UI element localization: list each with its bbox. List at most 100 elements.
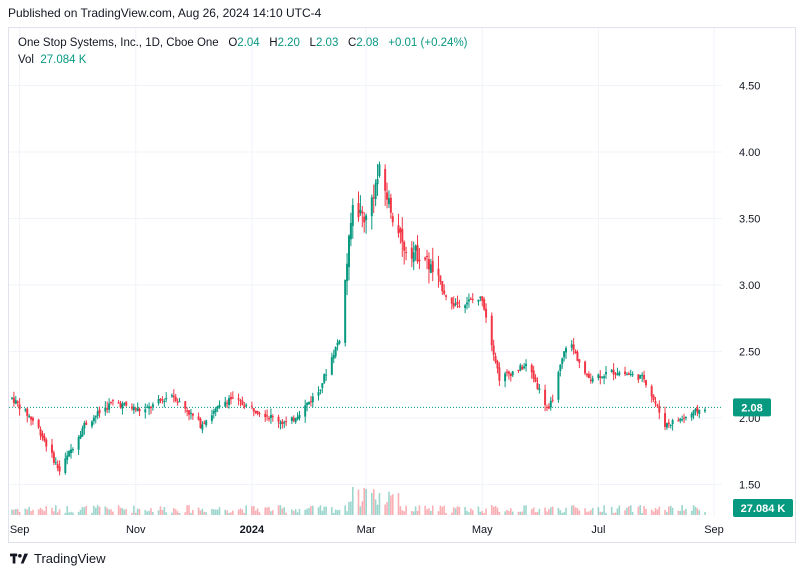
- candle-body: [387, 198, 390, 205]
- volume-bar: [325, 506, 327, 515]
- volume-bar: [226, 510, 228, 515]
- candle-body: [269, 414, 272, 418]
- candle-body: [386, 192, 389, 200]
- candle-body: [14, 400, 17, 404]
- volume-bar: [391, 494, 394, 515]
- candle-body: [279, 422, 282, 424]
- volume-tag-bg: [733, 499, 793, 517]
- close-value: 2.08: [356, 37, 379, 49]
- candle-body: [679, 418, 682, 421]
- volume-bar: [399, 506, 402, 515]
- candle-body: [431, 260, 434, 273]
- volume-bar: [668, 506, 670, 515]
- volume-bar: [45, 506, 48, 515]
- candle-body: [243, 405, 246, 408]
- volume-bar: [245, 505, 247, 515]
- volume-bar: [371, 493, 373, 515]
- volume-bar: [256, 508, 259, 515]
- volume-bar: [338, 509, 341, 515]
- volume-bar: [424, 505, 426, 515]
- volume-bar: [258, 512, 261, 515]
- candle-body: [519, 365, 522, 371]
- volume-bar: [426, 509, 428, 515]
- candle-body: [136, 408, 139, 412]
- volume-bar: [618, 505, 621, 515]
- candle-body: [492, 345, 495, 355]
- volume-bar: [538, 508, 541, 515]
- candle-body: [494, 356, 497, 363]
- candle-body: [378, 164, 381, 176]
- candle-body: [441, 281, 444, 292]
- candle-body: [31, 417, 34, 421]
- vol-label: Vol: [18, 54, 34, 66]
- volume-bar: [211, 508, 213, 515]
- candle-body: [281, 421, 284, 424]
- candle-body: [311, 396, 314, 403]
- candle-body: [111, 400, 114, 402]
- candle-body: [351, 205, 354, 226]
- x-tick-label: Nov: [126, 524, 146, 536]
- candle-body: [591, 378, 594, 382]
- candle-body: [308, 401, 310, 404]
- candle-body: [654, 401, 657, 404]
- volume-bar: [321, 510, 324, 515]
- volume-bar: [603, 505, 605, 515]
- volume-bar: [584, 508, 586, 515]
- tradingview-logo-icon: [10, 553, 28, 563]
- volume-bar: [24, 508, 27, 515]
- symbol-title[interactable]: One Stop Systems, Inc., 1D, Cboe One: [18, 37, 219, 49]
- candle-body: [547, 406, 550, 409]
- candle-body: [50, 444, 53, 453]
- volume-bar: [452, 507, 455, 515]
- volume-bar: [83, 507, 86, 515]
- volume-bar: [332, 512, 335, 515]
- volume-bar: [357, 489, 360, 515]
- volume-bar: [388, 491, 390, 515]
- volume-bar: [336, 510, 339, 515]
- candle-body: [266, 415, 269, 417]
- volume-bar: [536, 512, 539, 515]
- volume-bar: [698, 510, 701, 515]
- volume-bar: [192, 510, 194, 515]
- footer-brand[interactable]: TradingView: [34, 551, 106, 566]
- volume-bar: [641, 512, 643, 515]
- candle-body: [601, 376, 604, 378]
- candle-body: [557, 372, 560, 400]
- volume-bar: [468, 512, 470, 515]
- low-value: 2.03: [315, 37, 339, 49]
- candle-body: [450, 297, 453, 304]
- volume-bar: [146, 511, 148, 515]
- candle-body: [132, 406, 135, 411]
- candle-body: [144, 409, 147, 413]
- candle-body: [96, 411, 99, 417]
- volume-bar: [498, 511, 501, 515]
- candle-body: [151, 404, 154, 407]
- candle-body: [52, 452, 55, 463]
- x-tick-label: 2024: [240, 524, 265, 536]
- candle-body: [45, 439, 48, 447]
- volume-bar: [285, 512, 287, 515]
- candle-body: [439, 275, 442, 282]
- legend: One Stop Systems, Inc., 1D, Cboe One O2.…: [18, 35, 468, 69]
- volume-bar: [304, 509, 306, 515]
- volume-bar: [597, 507, 600, 515]
- volume-bar: [412, 511, 415, 515]
- volume-bar: [117, 505, 120, 515]
- candle-body: [123, 403, 126, 405]
- candle-body: [584, 361, 587, 374]
- candle-body: [652, 395, 655, 400]
- candle-body: [212, 411, 215, 414]
- candle-body: [229, 396, 232, 400]
- candle-body: [429, 264, 432, 273]
- volume-bar: [479, 511, 482, 515]
- chart-frame: [8, 27, 796, 543]
- volume-bar: [230, 512, 232, 515]
- volume-bar: [485, 508, 487, 515]
- volume-bar: [281, 508, 284, 515]
- candle-body: [37, 419, 40, 428]
- volume-bar: [384, 504, 386, 515]
- volume-bar: [643, 505, 645, 515]
- volume-bar: [199, 510, 202, 515]
- candle-body: [197, 416, 200, 420]
